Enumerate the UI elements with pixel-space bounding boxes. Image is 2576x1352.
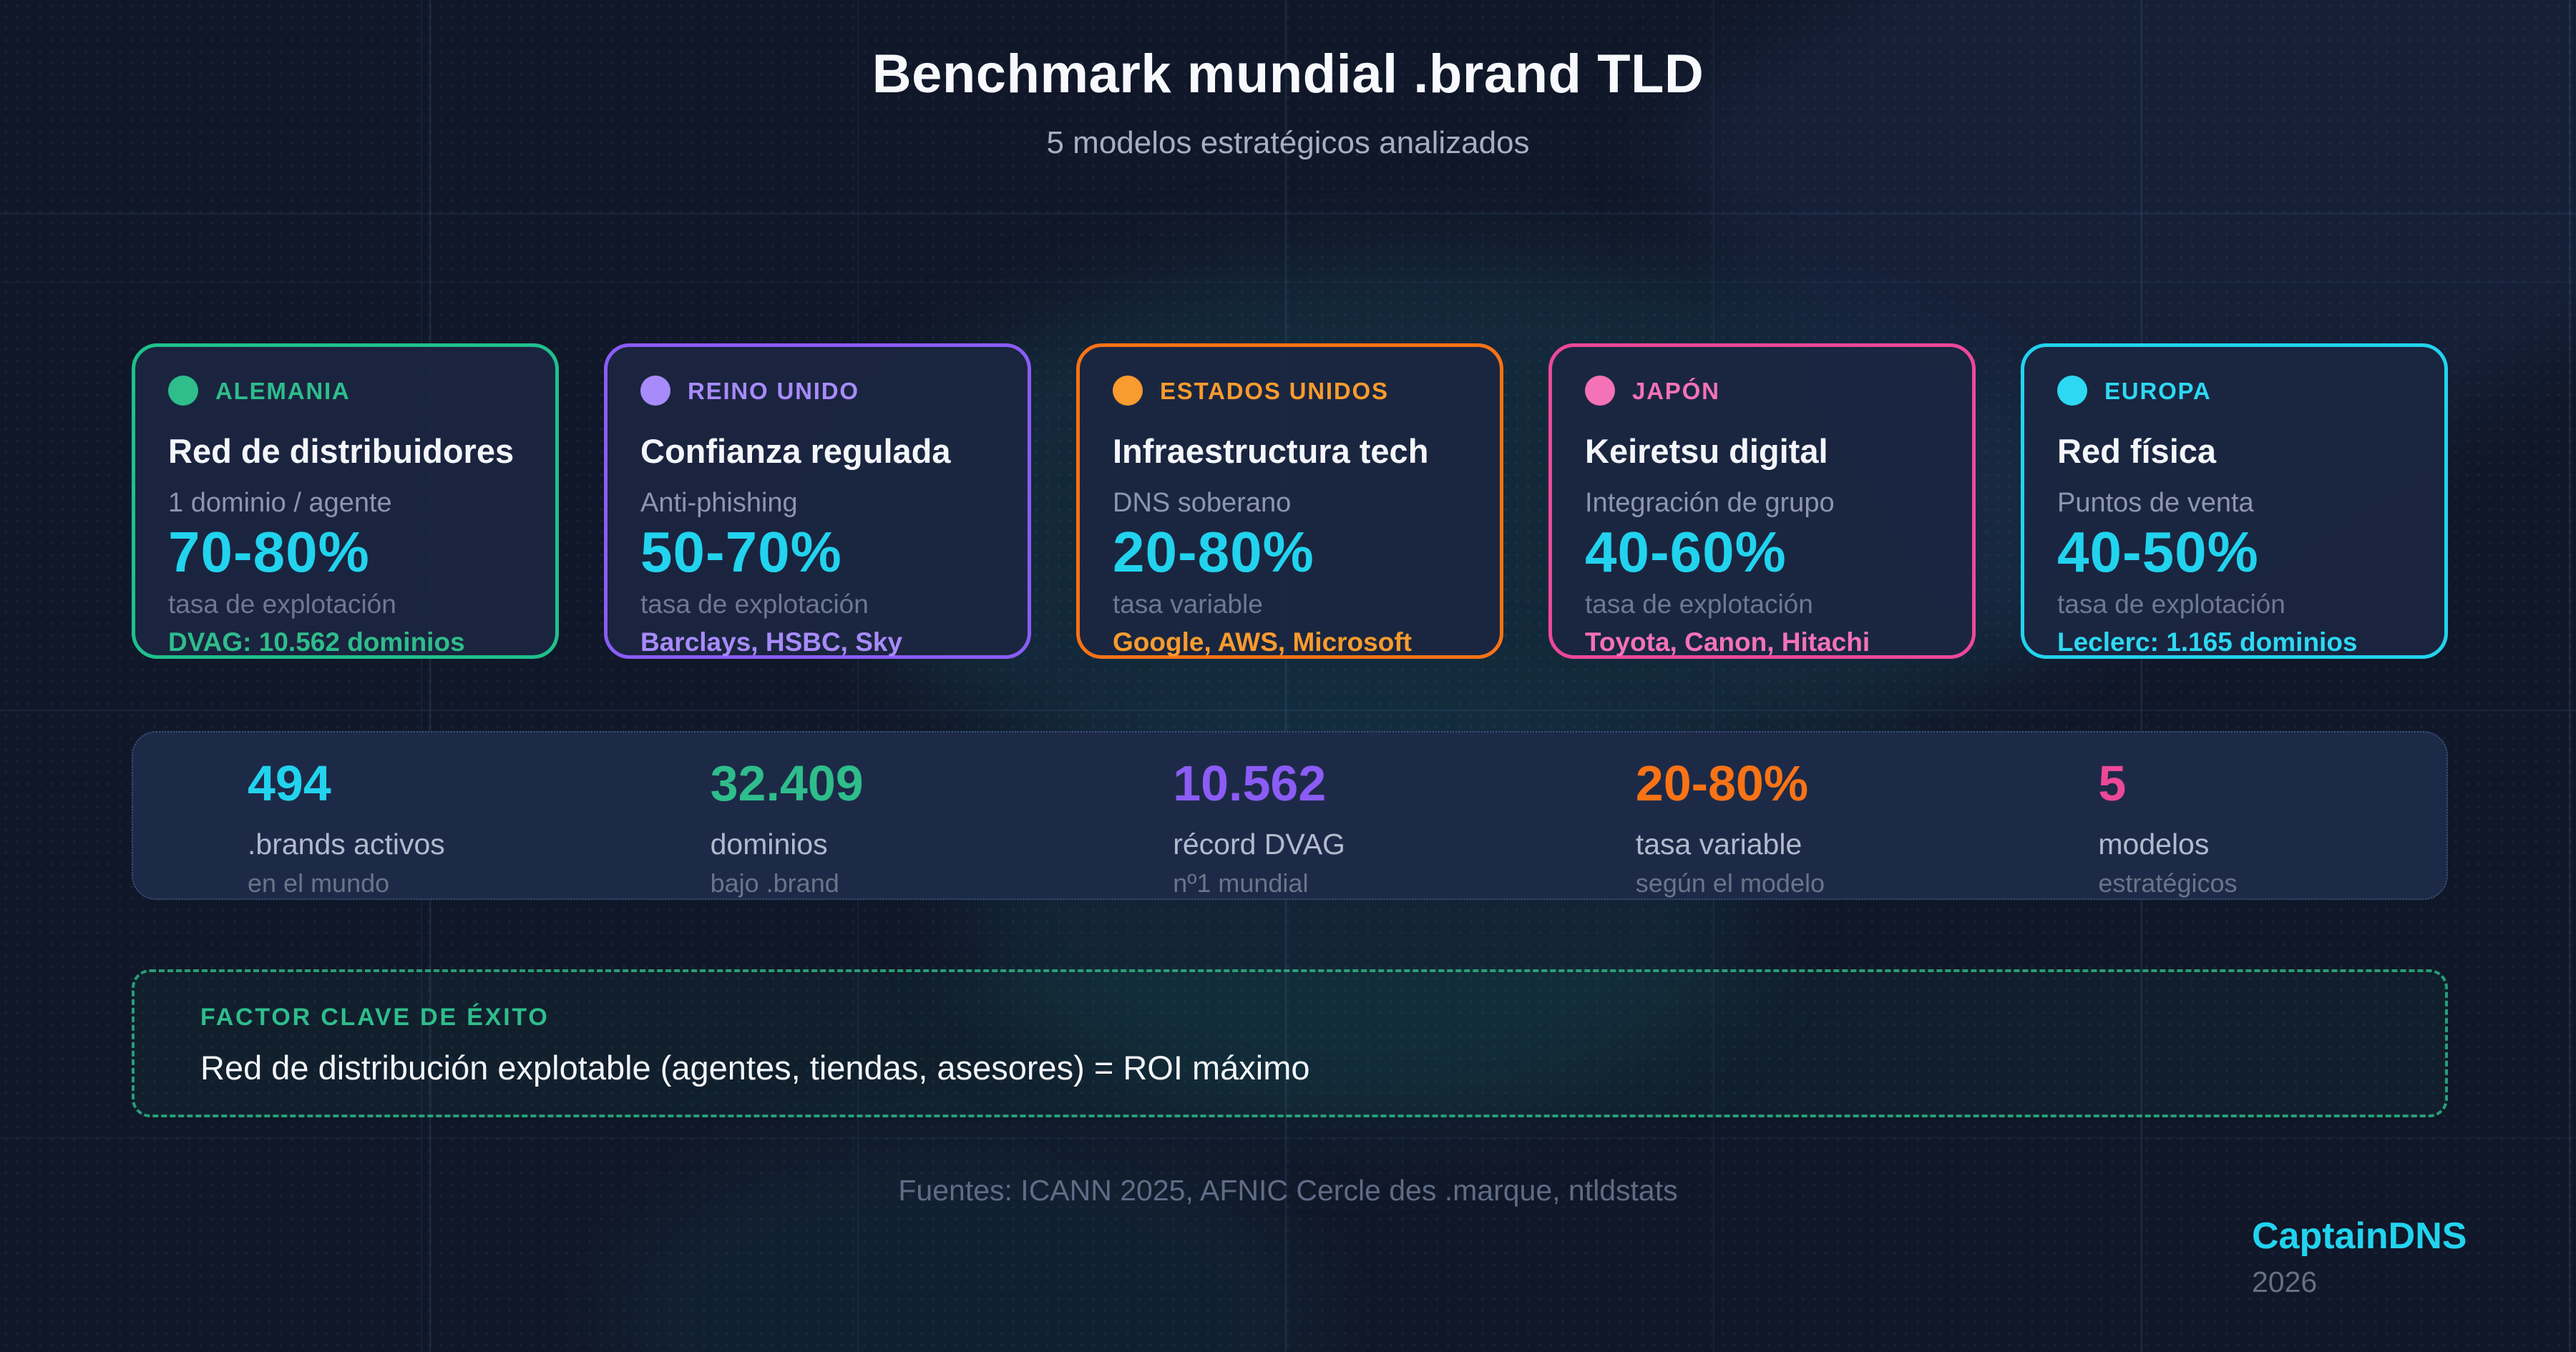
model-title: Keiretsu digital — [1585, 432, 1828, 470]
country-label: ALEMANIA — [215, 377, 351, 404]
card-header: JAPÓN — [1585, 376, 1946, 406]
rate-label: tasa de explotación — [1585, 589, 1813, 619]
model-title: Red física — [2057, 432, 2217, 470]
card-japon: JAPÓN Keiretsu digital Integración de gr… — [1548, 343, 1976, 659]
stat-sublabel: estratégicos — [2098, 868, 2238, 898]
country-label: EUROPA — [2104, 377, 2212, 404]
country-dot-icon — [1113, 376, 1143, 406]
model-descriptor: Puntos de venta — [2057, 488, 2254, 518]
country-dot-icon — [168, 376, 198, 406]
country-dot-icon — [1585, 376, 1615, 406]
example-brands: Leclerc: 1.165 dominios — [2057, 627, 2358, 657]
model-descriptor: Anti-phishing — [640, 488, 798, 518]
sources-line: Fuentes: ICANN 2025, AFNIC Cercle des .m… — [898, 1174, 1678, 1207]
card-reino-unido: REINO UNIDO Confianza regulada Anti-phis… — [604, 343, 1031, 659]
stat-record-dvag: 10.562 récord DVAG nº1 mundial — [1058, 733, 1521, 898]
stat-label: récord DVAG — [1173, 828, 1345, 861]
stat-sublabel: nº1 mundial — [1173, 868, 1309, 898]
exploitation-rate: 50-70% — [640, 520, 842, 584]
key-factor-kicker: FACTOR CLAVE DE ÉXITO — [200, 1004, 550, 1031]
model-descriptor: Integración de grupo — [1585, 488, 1835, 518]
country-cards: ALEMANIA Red de distribuidores 1 dominio… — [132, 343, 2448, 659]
exploitation-rate: 70-80% — [168, 520, 370, 584]
example-brands: Barclays, HSBC, Sky — [640, 627, 903, 657]
rate-label: tasa de explotación — [2057, 589, 2285, 619]
country-label: ESTADOS UNIDOS — [1160, 377, 1389, 404]
kpi-bar: 494 .brands activos en el mundo 32.409 d… — [132, 731, 2448, 900]
stat-sublabel: según el modelo — [1635, 868, 1825, 898]
exploitation-rate: 40-60% — [1585, 520, 1787, 584]
country-dot-icon — [2057, 376, 2087, 406]
card-europa: EUROPA Red física Puntos de venta 40-50%… — [2021, 343, 2448, 659]
card-header: REINO UNIDO — [640, 376, 1002, 406]
stat-label: .brands activos — [248, 828, 445, 861]
rate-label: tasa de explotación — [640, 589, 869, 619]
stat-tasa-variable: 20-80% tasa variable según el modelo — [1521, 733, 1984, 898]
stat-value: 5 — [2098, 755, 2127, 811]
country-label: REINO UNIDO — [688, 377, 859, 404]
example-brands: Google, AWS, Microsoft — [1113, 627, 1412, 657]
stat-value: 494 — [248, 755, 331, 811]
card-estados-unidos: ESTADOS UNIDOS Infraestructura tech DNS … — [1076, 343, 1503, 659]
rate-label: tasa de explotación — [168, 589, 396, 619]
model-descriptor: 1 dominio / agente — [168, 488, 392, 518]
brand-name: CaptainDNS — [2252, 1215, 2467, 1257]
stat-brands-activos: 494 .brands activos en el mundo — [133, 733, 596, 898]
rate-label: tasa variable — [1113, 589, 1263, 619]
stat-sublabel: en el mundo — [248, 868, 390, 898]
stat-modelos: 5 modelos estratégicos — [1984, 733, 2446, 898]
model-descriptor: DNS soberano — [1113, 488, 1292, 518]
card-header: EUROPA — [2057, 376, 2419, 406]
example-brands: DVAG: 10.562 dominios — [168, 627, 465, 657]
model-title: Red de distribuidores — [168, 432, 514, 470]
model-title: Confianza regulada — [640, 432, 951, 470]
exploitation-rate: 20-80% — [1113, 520, 1314, 584]
stat-value: 10.562 — [1173, 755, 1327, 811]
stat-value: 20-80% — [1635, 755, 1809, 811]
key-factor-box: FACTOR CLAVE DE ÉXITO Red de distribució… — [132, 969, 2448, 1117]
country-dot-icon — [640, 376, 670, 406]
card-header: ESTADOS UNIDOS — [1113, 376, 1474, 406]
stat-sublabel: bajo .brand — [710, 868, 839, 898]
page-subtitle: 5 modelos estratégicos analizados — [1046, 124, 1530, 160]
key-factor-text: Red de distribución explotable (agentes,… — [200, 1049, 1310, 1087]
exploitation-rate: 40-50% — [2057, 520, 2259, 584]
country-label: JAPÓN — [1632, 377, 1720, 404]
card-alemania: ALEMANIA Red de distribuidores 1 dominio… — [132, 343, 559, 659]
header: Benchmark mundial .brand TLD 5 modelos e… — [0, 44, 2576, 160]
stat-label: modelos — [2098, 828, 2210, 861]
brand-year: 2026 — [2252, 1265, 2318, 1298]
stat-label: dominios — [710, 828, 828, 861]
model-title: Infraestructura tech — [1113, 432, 1429, 470]
page-title: Benchmark mundial .brand TLD — [872, 44, 1704, 104]
example-brands: Toyota, Canon, Hitachi — [1585, 627, 1870, 657]
stat-value: 32.409 — [710, 755, 864, 811]
card-header: ALEMANIA — [168, 376, 530, 406]
brand-block: CaptainDNS 2026 — [2252, 1218, 2467, 1297]
stat-label: tasa variable — [1635, 828, 1802, 861]
stat-dominios: 32.409 dominios bajo .brand — [596, 733, 1059, 898]
